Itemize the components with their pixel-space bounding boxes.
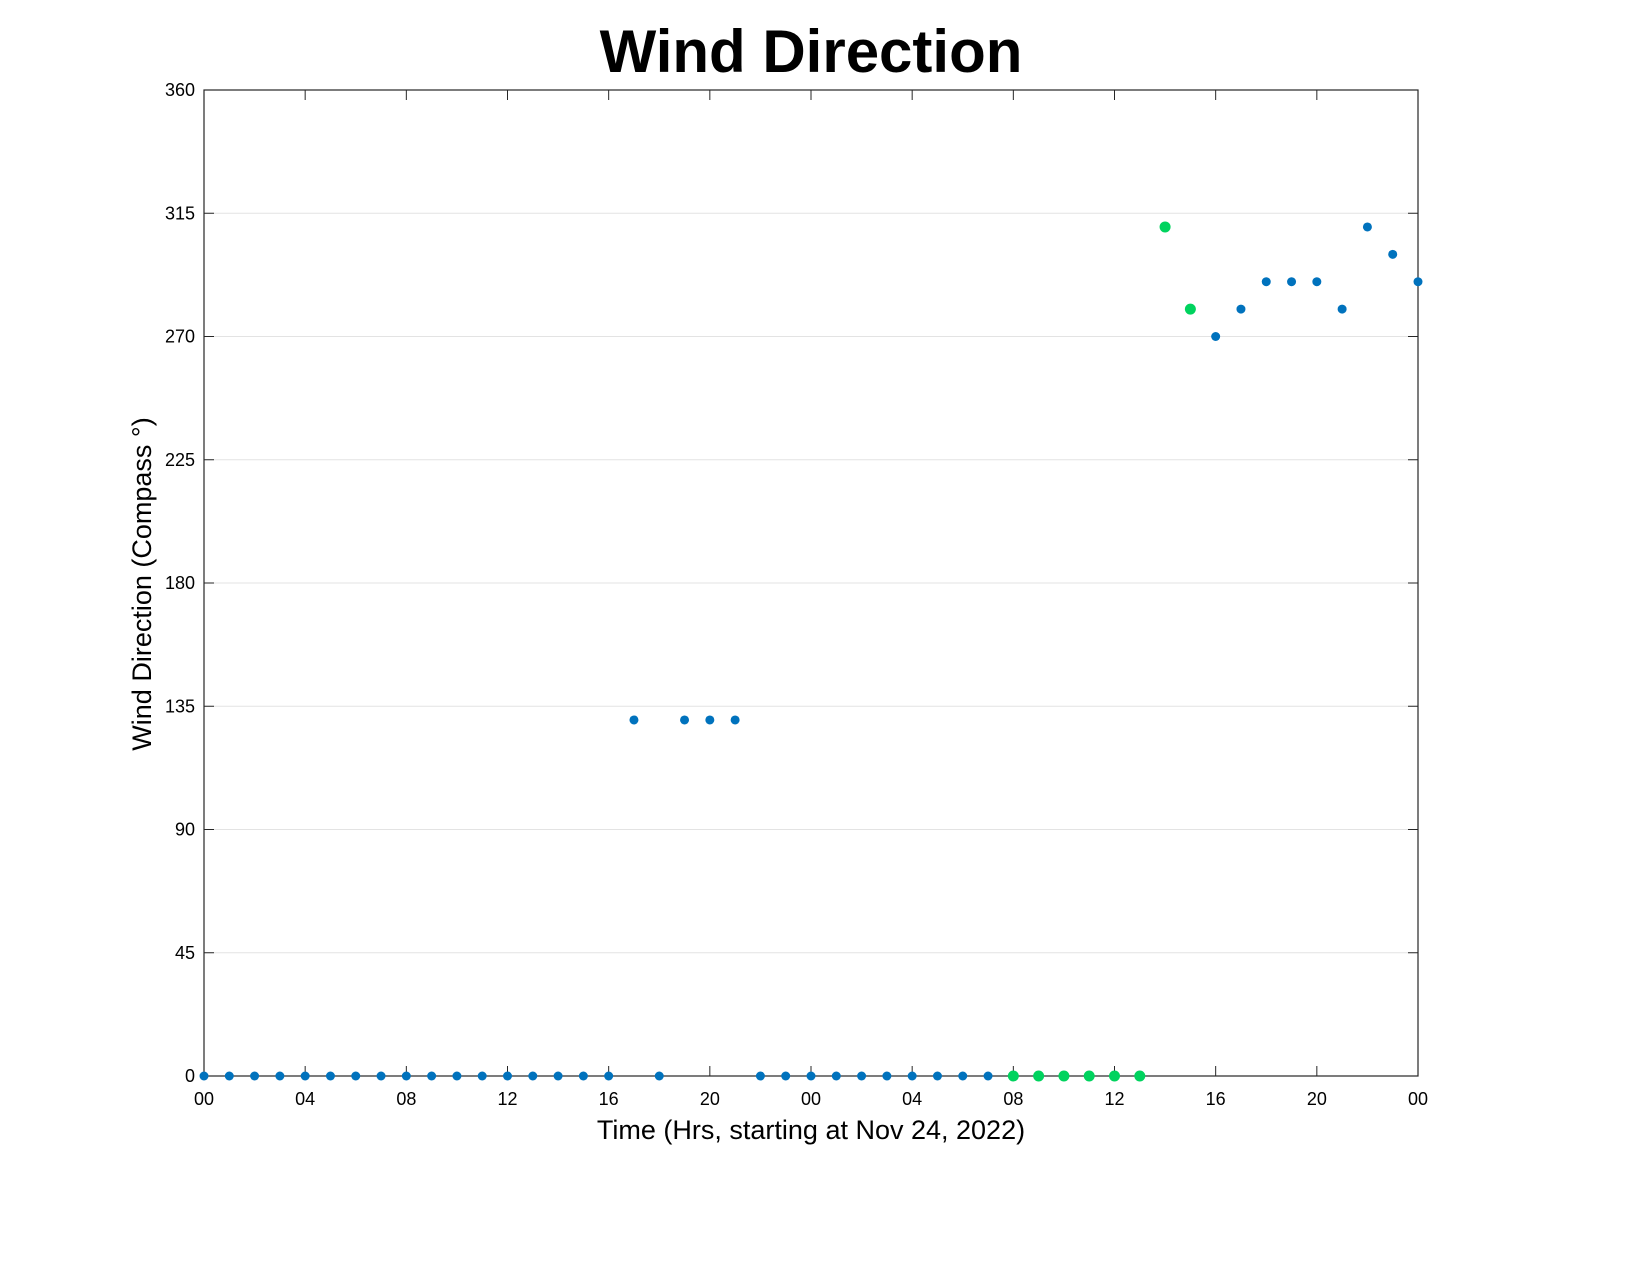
data-point xyxy=(427,1071,437,1081)
data-point xyxy=(1236,304,1246,314)
data-point xyxy=(275,1071,285,1081)
chart-title: Wind Direction xyxy=(600,18,1023,85)
y-tick-label: 0 xyxy=(185,1066,195,1086)
data-point xyxy=(907,1071,917,1081)
x-tick-label: 12 xyxy=(1104,1089,1124,1109)
data-point xyxy=(730,715,740,725)
data-point xyxy=(755,1071,765,1081)
data-point xyxy=(1184,303,1196,315)
data-point xyxy=(629,715,639,725)
data-point xyxy=(604,1071,614,1081)
x-tick-label: 00 xyxy=(1408,1089,1428,1109)
data-point xyxy=(1388,249,1398,259)
data-point xyxy=(325,1071,335,1081)
data-point xyxy=(831,1071,841,1081)
x-tick-label: 00 xyxy=(801,1089,821,1109)
x-tick-label: 08 xyxy=(396,1089,416,1109)
x-tick-label: 12 xyxy=(497,1089,517,1109)
x-axis-label: Time (Hrs, starting at Nov 24, 2022) xyxy=(597,1115,1025,1145)
data-point xyxy=(224,1071,234,1081)
data-point xyxy=(1413,277,1423,287)
data-point xyxy=(1134,1070,1146,1082)
data-point xyxy=(1287,277,1297,287)
data-point xyxy=(250,1071,260,1081)
data-point xyxy=(1159,221,1171,233)
data-point xyxy=(1337,304,1347,314)
y-tick-label: 180 xyxy=(165,573,195,593)
data-point xyxy=(401,1071,411,1081)
y-tick-label: 270 xyxy=(165,327,195,347)
y-tick-label: 360 xyxy=(165,80,195,100)
y-tick-label: 45 xyxy=(175,943,195,963)
data-point xyxy=(351,1071,361,1081)
x-tick-label: 04 xyxy=(902,1089,922,1109)
data-point xyxy=(654,1071,664,1081)
data-point xyxy=(376,1071,386,1081)
data-point xyxy=(857,1071,867,1081)
data-point xyxy=(781,1071,791,1081)
y-tick-label: 315 xyxy=(165,203,195,223)
data-points xyxy=(199,221,1423,1082)
data-point xyxy=(1007,1070,1019,1082)
x-tick-label: 20 xyxy=(700,1089,720,1109)
data-point xyxy=(1211,332,1221,341)
axes: 0 45 90 135 180 225 270 315 360 00 04 08 12 16 20 00 04 0… xyxy=(165,80,1428,1109)
data-point xyxy=(1083,1070,1095,1082)
data-point xyxy=(1312,277,1322,287)
data-point xyxy=(958,1071,968,1081)
x-tick-label: 00 xyxy=(194,1089,214,1109)
y-axis-label: Wind Direction (Compass °) xyxy=(127,417,157,750)
data-point xyxy=(300,1071,310,1081)
data-point xyxy=(477,1071,487,1081)
data-point xyxy=(1109,1070,1120,1082)
data-point xyxy=(1261,277,1271,287)
data-point xyxy=(199,1071,209,1081)
data-point xyxy=(983,1071,993,1081)
y-tick-label: 225 xyxy=(165,450,195,470)
data-point xyxy=(1058,1070,1070,1082)
y-tick-label: 90 xyxy=(175,820,195,840)
x-tick-label: 20 xyxy=(1307,1089,1327,1109)
data-point xyxy=(503,1071,512,1081)
data-point xyxy=(578,1071,588,1081)
data-point xyxy=(528,1071,538,1081)
y-tick-label: 135 xyxy=(165,696,195,716)
x-tick-label: 08 xyxy=(1003,1089,1023,1109)
data-point xyxy=(932,1071,942,1081)
data-point xyxy=(1362,222,1372,232)
data-point xyxy=(553,1071,563,1081)
data-point xyxy=(882,1071,892,1081)
data-point xyxy=(806,1071,816,1081)
data-point xyxy=(705,715,715,725)
data-point xyxy=(1033,1070,1045,1082)
data-point xyxy=(452,1071,462,1081)
x-tick-label: 04 xyxy=(295,1089,315,1109)
x-tick-label: 16 xyxy=(1206,1089,1226,1109)
x-tick-label: 16 xyxy=(599,1089,619,1109)
data-point xyxy=(680,715,690,725)
grid xyxy=(204,212,1418,954)
